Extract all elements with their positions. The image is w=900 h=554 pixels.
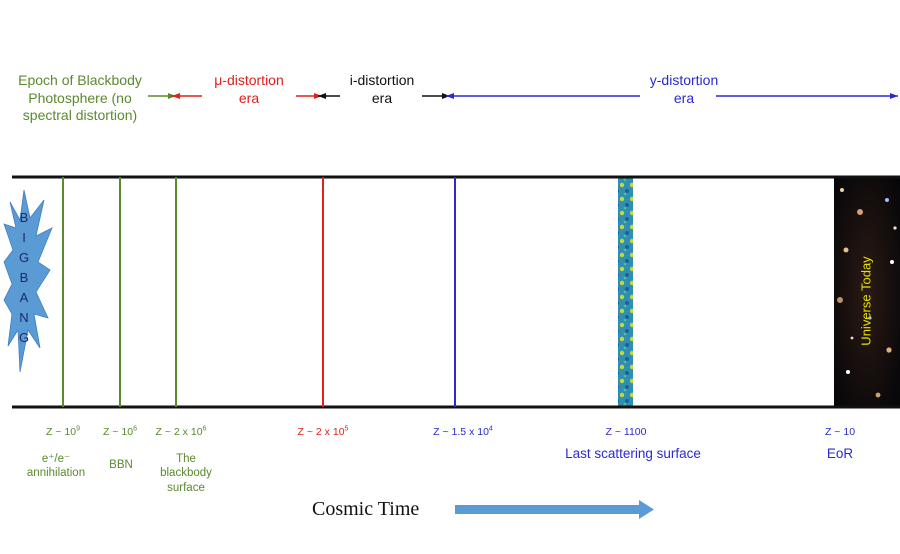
cosmic-time-arrow — [455, 500, 654, 519]
cosmic-time-label: Cosmic Time — [312, 498, 420, 520]
big-bang-letter: I — [22, 230, 26, 245]
big-bang-letter: G — [18, 330, 30, 345]
era-label-blackbody: Epoch of Blackbody Photosphere (no spect… — [18, 72, 142, 123]
z-label-blackbody: Z ~ 2 x 106 — [155, 425, 207, 439]
era-arrows — [148, 93, 898, 99]
event-label-blackbody: The blackbody surface — [160, 453, 212, 494]
z-label-eor: Z ~ 10 — [824, 426, 856, 438]
z-label-mu: Z ~ 2 x 105 — [297, 425, 349, 439]
event-label-bbn: BBN — [109, 459, 133, 471]
era-label-y: y-distortion era — [649, 72, 719, 106]
cmb-strip — [618, 177, 633, 407]
big-bang-letter: N — [19, 310, 29, 325]
big-bang-letter: A — [19, 290, 29, 305]
universe-today-image — [834, 177, 900, 407]
era-label-mu: μ-distortion era — [214, 72, 284, 106]
big-bang-letter: G — [18, 250, 30, 265]
big-bang-letter: B — [19, 270, 29, 285]
event-label-eor: EoR — [826, 446, 854, 461]
event-label-ee: e⁺/e⁻ annihilation — [26, 453, 86, 480]
big-bang-letter: B — [19, 210, 29, 225]
z-label-ee: Z ~ 109 — [46, 425, 80, 439]
era-label-i: i-distortion era — [349, 72, 415, 106]
universe-today-label-wrap: Universe Today — [846, 236, 886, 366]
universe-today-label: Universe Today — [858, 256, 874, 346]
z-label-y: Z ~ 1.5 x 104 — [433, 425, 493, 439]
z-label-lss: Z ~ 1100 — [605, 426, 647, 438]
event-label-lss: Last scattering surface — [565, 446, 701, 461]
z-label-bbn: Z ~ 106 — [103, 425, 137, 439]
big-bang-starburst — [3, 189, 53, 373]
